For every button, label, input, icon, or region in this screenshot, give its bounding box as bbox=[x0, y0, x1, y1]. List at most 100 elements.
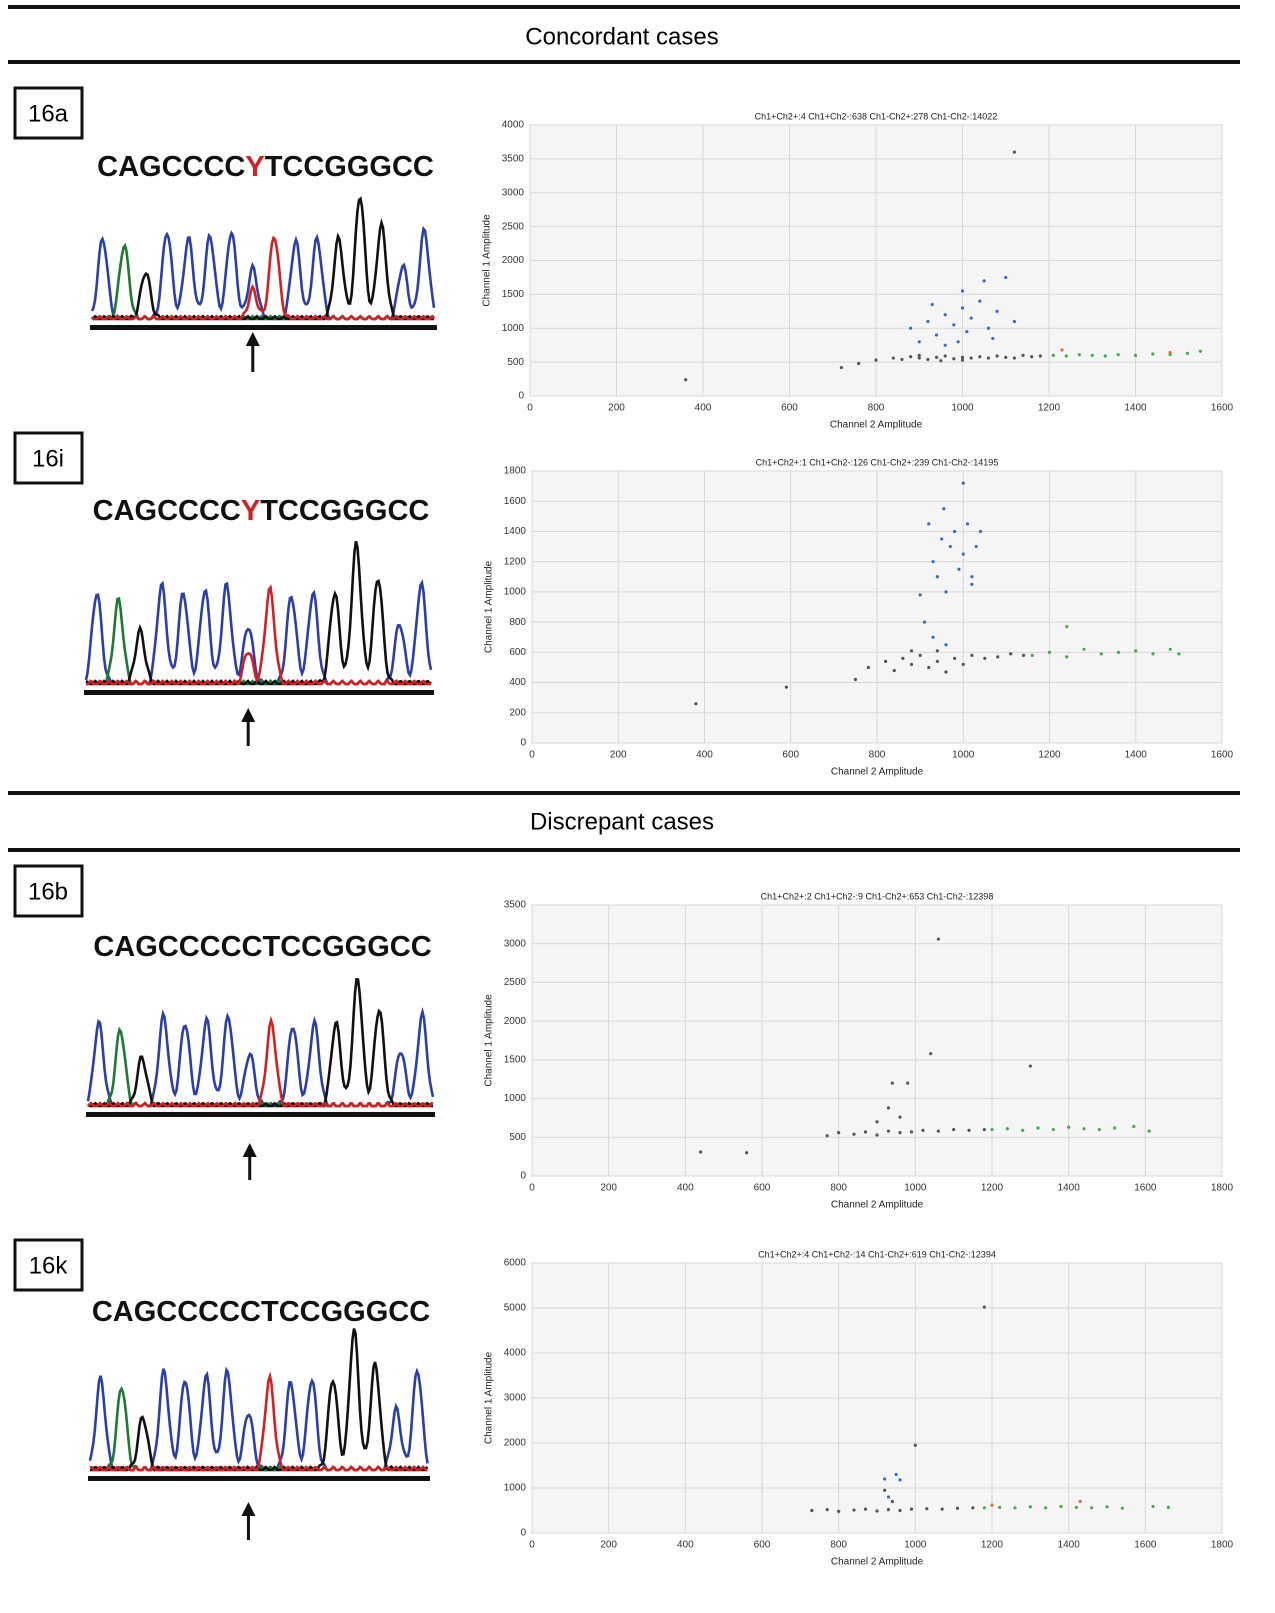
x-axis-label: Channel 2 Amplitude bbox=[831, 1200, 924, 1211]
droplet bbox=[931, 303, 934, 306]
x-axis-label: Channel 2 Amplitude bbox=[831, 767, 924, 778]
droplet bbox=[887, 1129, 890, 1132]
droplet bbox=[1039, 354, 1042, 357]
y-tick-label: 3000 bbox=[504, 1393, 527, 1404]
x-tick-label: 1000 bbox=[904, 1183, 927, 1194]
droplet bbox=[1031, 654, 1034, 657]
x-tick-label: 1200 bbox=[1038, 750, 1061, 761]
droplet bbox=[919, 654, 922, 657]
x-tick-label: 800 bbox=[830, 1540, 847, 1551]
droplet bbox=[918, 354, 921, 357]
droplet bbox=[1044, 1506, 1047, 1509]
x-tick-label: 400 bbox=[696, 750, 713, 761]
chart-title: Ch1+Ch2+:4 Ch1+Ch2-:638 Ch1-Ch2+:278 Ch1… bbox=[755, 111, 998, 121]
droplet bbox=[921, 1129, 924, 1132]
droplet bbox=[1132, 1125, 1135, 1128]
droplet bbox=[962, 481, 965, 484]
droplet bbox=[910, 663, 913, 666]
droplet bbox=[944, 313, 947, 316]
x-tick-label: 1200 bbox=[1038, 403, 1061, 414]
panel-label: 16i bbox=[32, 445, 64, 472]
droplet bbox=[962, 663, 965, 666]
droplet bbox=[1021, 1129, 1024, 1132]
droplet bbox=[983, 657, 986, 660]
droplet bbox=[1067, 1126, 1070, 1129]
droplet bbox=[1029, 1505, 1032, 1508]
baseline-bar bbox=[90, 325, 437, 330]
x-tick-label: 800 bbox=[868, 403, 885, 414]
y-tick-label: 1000 bbox=[504, 1483, 527, 1494]
x-tick-label: 400 bbox=[677, 1183, 694, 1194]
droplet bbox=[898, 1509, 901, 1512]
droplet bbox=[926, 358, 929, 361]
droplet bbox=[1082, 1127, 1085, 1130]
droplet bbox=[967, 1129, 970, 1132]
droplet bbox=[857, 362, 860, 365]
droplet bbox=[891, 1081, 894, 1084]
droplet bbox=[901, 657, 904, 660]
droplet bbox=[1009, 652, 1012, 655]
droplet bbox=[1029, 1064, 1032, 1067]
y-tick-label: 1200 bbox=[504, 556, 527, 567]
y-tick-label: 1400 bbox=[504, 526, 527, 537]
y-tick-label: 0 bbox=[520, 1528, 526, 1539]
droplet bbox=[956, 1507, 959, 1510]
y-axis-label: Channel 1 Amplitude bbox=[484, 560, 495, 653]
droplet bbox=[979, 530, 982, 533]
y-tick-label: 2000 bbox=[504, 1438, 527, 1449]
droplet bbox=[1078, 353, 1081, 356]
droplet bbox=[1013, 356, 1016, 359]
droplet bbox=[1013, 151, 1016, 154]
droplet bbox=[837, 1510, 840, 1513]
x-tick-label: 1600 bbox=[1134, 1183, 1157, 1194]
droplet bbox=[944, 670, 947, 673]
droplet bbox=[864, 1130, 867, 1133]
droplet bbox=[990, 1504, 993, 1507]
droplet bbox=[874, 358, 877, 361]
x-tick-label: 200 bbox=[600, 1183, 617, 1194]
droplet bbox=[983, 1506, 986, 1509]
droplet bbox=[1117, 353, 1120, 356]
droplet bbox=[909, 327, 912, 330]
x-tick-label: 800 bbox=[830, 1183, 847, 1194]
panel-label: 16b bbox=[28, 878, 68, 905]
droplet bbox=[1134, 354, 1137, 357]
droplet bbox=[900, 358, 903, 361]
x-tick-label: 1400 bbox=[1058, 1183, 1081, 1194]
droplet bbox=[961, 306, 964, 309]
y-tick-label: 3500 bbox=[502, 154, 525, 165]
x-tick-label: 400 bbox=[677, 1540, 694, 1551]
droplet bbox=[961, 289, 964, 292]
droplet bbox=[884, 660, 887, 663]
x-tick-label: 1200 bbox=[981, 1183, 1004, 1194]
droplet bbox=[837, 1131, 840, 1134]
droplet bbox=[810, 1509, 813, 1512]
droplet bbox=[745, 1151, 748, 1154]
droplet bbox=[937, 1129, 940, 1132]
rule bbox=[8, 848, 1240, 852]
droplet bbox=[910, 649, 913, 652]
droplet bbox=[1006, 1127, 1009, 1130]
droplet bbox=[1186, 352, 1189, 355]
chart-title: Ch1+Ch2+:1 Ch1+Ch2-:126 Ch1-Ch2+:239 Ch1… bbox=[756, 457, 999, 467]
droplet bbox=[936, 649, 939, 652]
x-axis-label: Channel 2 Amplitude bbox=[831, 1557, 924, 1568]
droplet bbox=[944, 643, 947, 646]
droplet bbox=[929, 1052, 932, 1055]
sequence-part: CAGCCCC bbox=[93, 495, 241, 527]
droplet bbox=[826, 1508, 829, 1511]
droplet bbox=[941, 1508, 944, 1511]
droplet bbox=[840, 366, 843, 369]
droplet bbox=[965, 330, 968, 333]
droplet bbox=[978, 300, 981, 303]
droplet bbox=[935, 356, 938, 359]
droplet bbox=[983, 1128, 986, 1131]
droplet bbox=[1021, 354, 1024, 357]
droplet bbox=[1117, 651, 1120, 654]
x-tick-label: 1600 bbox=[1211, 750, 1234, 761]
droplet bbox=[953, 530, 956, 533]
x-tick-label: 600 bbox=[781, 403, 798, 414]
droplet bbox=[891, 1500, 894, 1503]
x-tick-label: 400 bbox=[695, 403, 712, 414]
droplet bbox=[1151, 1505, 1154, 1508]
